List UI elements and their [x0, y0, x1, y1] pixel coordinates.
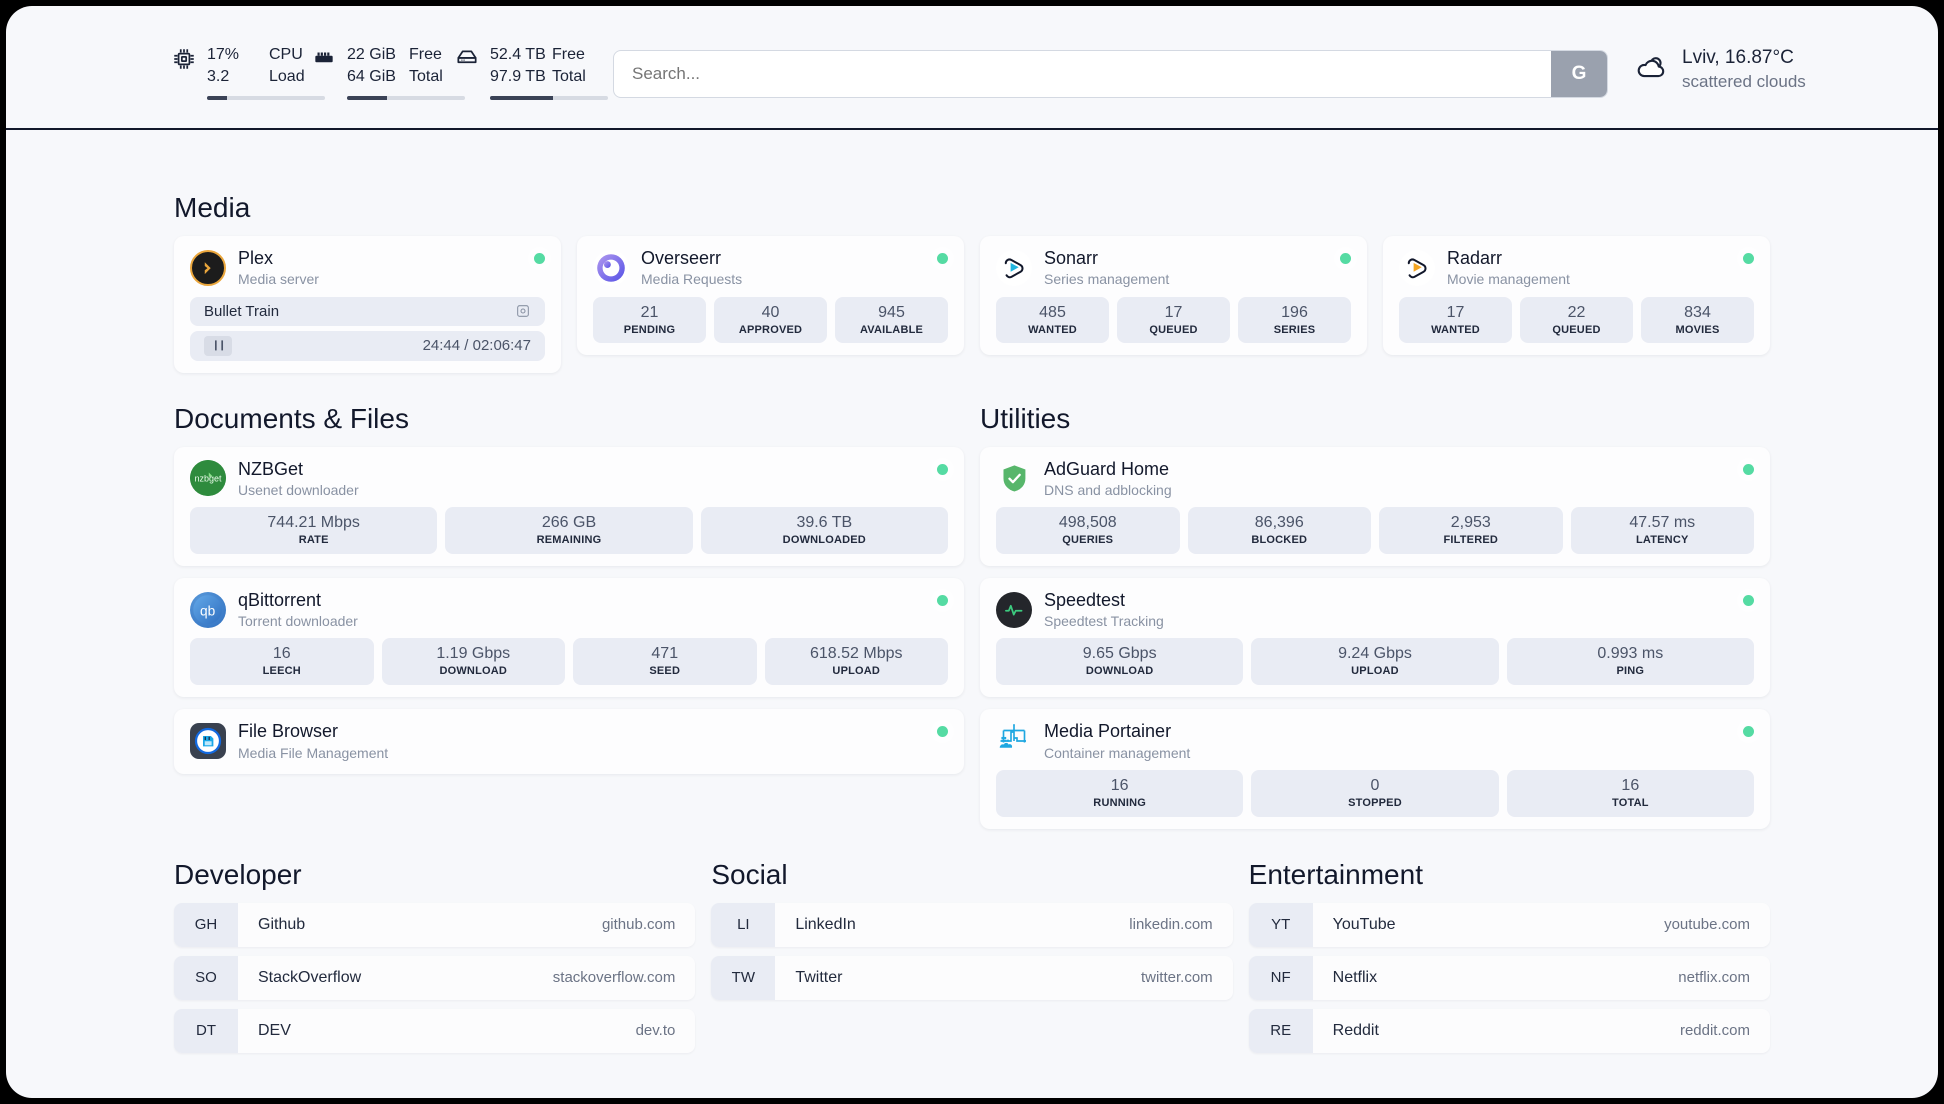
- svg-text:qb: qb: [200, 604, 216, 619]
- svg-text:nzbget: nzbget: [194, 474, 222, 484]
